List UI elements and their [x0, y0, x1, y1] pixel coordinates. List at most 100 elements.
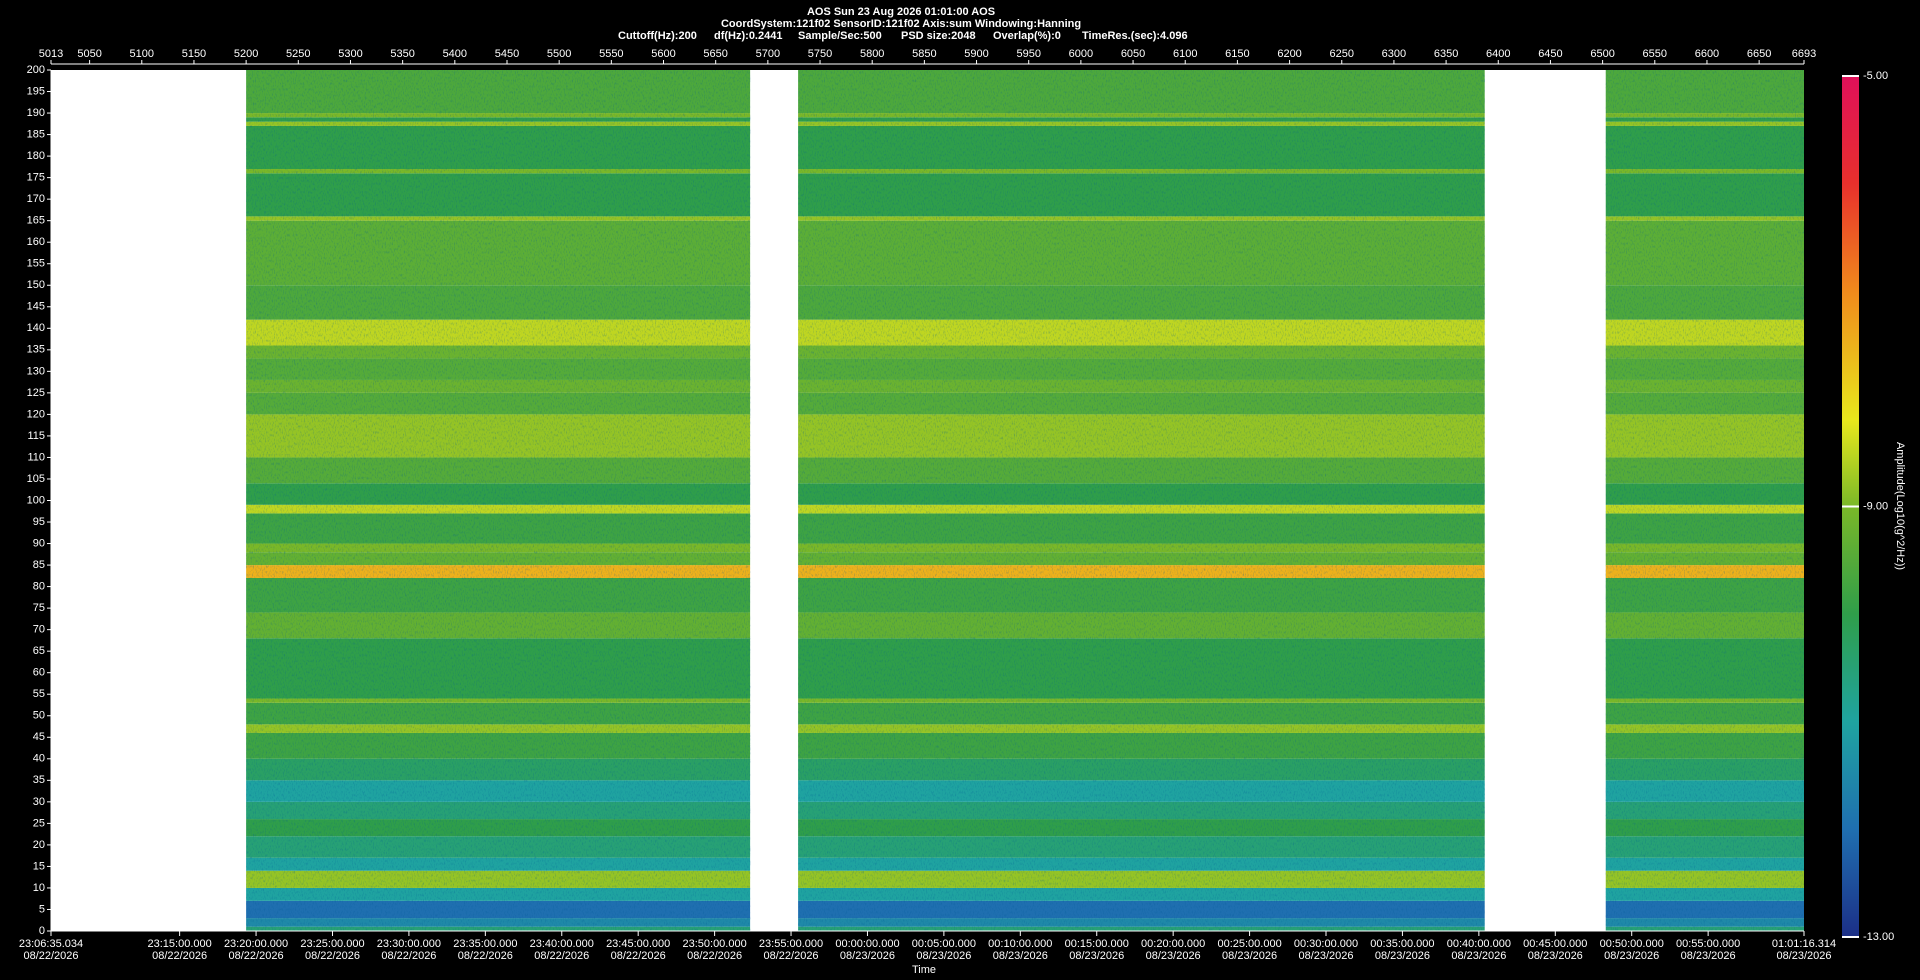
colorbar-tick-label: -13.00	[1863, 931, 1894, 943]
texture	[798, 70, 1485, 931]
x2-tick-date: 08/23/2026	[1146, 950, 1201, 962]
colorbar-label: Amplitude(Log10(g^2/Hz))	[1894, 442, 1906, 570]
y-tick-label: 55	[33, 688, 45, 700]
x2-tick-date: 08/22/2026	[152, 950, 207, 962]
param: TimeRes.(sec):4.096	[1082, 30, 1188, 42]
y-tick-label: 180	[27, 150, 45, 162]
chart-title: AOS Sun 23 Aug 2026 01:01:00 AOS	[807, 6, 995, 18]
x-tick-label: 5400	[443, 48, 467, 60]
y-tick-label: 80	[33, 581, 45, 593]
y-tick-label: 35	[33, 774, 45, 786]
x-tick-label: 5700	[756, 48, 780, 60]
x2-tick-label: 00:20:00.000	[1141, 938, 1205, 950]
y-tick-label: 125	[27, 387, 45, 399]
x-tick-label: 5750	[808, 48, 832, 60]
x2-tick-date: 08/23/2026	[1681, 950, 1736, 962]
chart-subtitle: CoordSystem:121f02 SensorID:121f02 Axis:…	[721, 18, 1081, 30]
param: PSD size:2048	[901, 30, 976, 42]
x2-tick-date: 08/22/2026	[687, 950, 742, 962]
y-tick-label: 15	[33, 860, 45, 872]
x-tick-label: 6600	[1695, 48, 1719, 60]
y-tick-label: 95	[33, 516, 45, 528]
x-tick-label: 5300	[338, 48, 362, 60]
x2-tick-date: 08/23/2026	[1451, 950, 1506, 962]
x2-tick-date: 08/22/2026	[764, 950, 819, 962]
y-tick-label: 25	[33, 817, 45, 829]
x-tick-label: 6350	[1434, 48, 1458, 60]
x2-tick-label: 00:40:00.000	[1447, 938, 1511, 950]
y-tick-label: 135	[27, 344, 45, 356]
y-tick-label: 30	[33, 796, 45, 808]
x2-tick-label: 23:15:00.000	[148, 938, 212, 950]
y-tick-label: 100	[27, 494, 45, 506]
x2-tick-date: 08/23/2026	[1069, 950, 1124, 962]
y-tick-label: 40	[33, 753, 45, 765]
x2-tick-date: 08/22/2026	[611, 950, 666, 962]
y-tick-label: 150	[27, 279, 45, 291]
x-tick-label: 6000	[1069, 48, 1093, 60]
x-tick-label: 5500	[547, 48, 571, 60]
x-tick-label: 6250	[1330, 48, 1354, 60]
y-tick-label: 195	[27, 85, 45, 97]
y-tick-label: 60	[33, 667, 45, 679]
y-tick-label: 120	[27, 408, 45, 420]
x2-tick-label: 23:06:35.034	[19, 938, 83, 950]
x2-tick-label: 00:45:00.000	[1523, 938, 1587, 950]
x-tick-label: 6450	[1538, 48, 1562, 60]
x2-tick-label: 00:50:00.000	[1600, 938, 1664, 950]
x2-tick-label: 01:01:16.314	[1772, 938, 1836, 950]
y-tick-label: 110	[27, 451, 45, 463]
x-tick-label: 5150	[182, 48, 206, 60]
y-tick-label: 130	[27, 365, 45, 377]
param: Sample/Sec:500	[798, 30, 882, 42]
x2-tick-label: 00:05:00.000	[912, 938, 976, 950]
x-tick-label: 5450	[495, 48, 519, 60]
y-tick-label: 70	[33, 624, 45, 636]
y-tick-label: 175	[27, 172, 45, 184]
x2-tick-label: 00:15:00.000	[1065, 938, 1129, 950]
x-tick-label: 5013	[39, 48, 63, 60]
x2-tick-label: 23:45:00.000	[606, 938, 670, 950]
y-tick-label: 20	[33, 839, 45, 851]
x-tick-label: 6500	[1590, 48, 1614, 60]
x2-tick-date: 08/23/2026	[1375, 950, 1430, 962]
y-tick-label: 45	[33, 731, 45, 743]
x-axis-label: Time	[912, 964, 936, 976]
x2-tick-date: 08/23/2026	[916, 950, 971, 962]
y-tick-label: 185	[27, 128, 45, 140]
x-tick-label: 5850	[912, 48, 936, 60]
param: Overlap(%):0	[993, 30, 1061, 42]
texture	[246, 70, 751, 931]
param: df(Hz):0.2441	[714, 30, 782, 42]
y-tick-label: 50	[33, 710, 45, 722]
y-tick-label: 0	[39, 925, 45, 937]
x2-tick-date: 08/22/2026	[381, 950, 436, 962]
y-tick-label: 170	[27, 193, 45, 205]
x2-tick-date: 08/23/2026	[1776, 950, 1831, 962]
y-tick-label: 155	[27, 258, 45, 270]
x2-tick-date: 08/23/2026	[1222, 950, 1277, 962]
x2-tick-label: 23:25:00.000	[300, 938, 364, 950]
colorbar-tick-label: -5.00	[1863, 70, 1888, 82]
x2-tick-date: 08/22/2026	[23, 950, 78, 962]
y-tick-label: 65	[33, 645, 45, 657]
param: Cuttoff(Hz):200	[618, 30, 697, 42]
x2-tick-date: 08/23/2026	[1528, 950, 1583, 962]
y-tick-label: 160	[27, 236, 45, 248]
x-tick-label: 5050	[77, 48, 101, 60]
x-tick-label: 5600	[651, 48, 675, 60]
x-tick-label: 5800	[860, 48, 884, 60]
x-tick-label: 5250	[286, 48, 310, 60]
x2-tick-date: 08/23/2026	[1298, 950, 1353, 962]
x-tick-label: 6200	[1277, 48, 1301, 60]
x-tick-label: 6150	[1225, 48, 1249, 60]
x-tick-label: 5100	[130, 48, 154, 60]
colorbar-tick-label: -9.00	[1863, 500, 1888, 512]
x-tick-label: 6100	[1173, 48, 1197, 60]
y-tick-label: 140	[27, 322, 45, 334]
x-tick-label: 6650	[1747, 48, 1771, 60]
y-tick-label: 90	[33, 537, 45, 549]
y-tick-label: 165	[27, 215, 45, 227]
x2-tick-label: 23:50:00.000	[682, 938, 746, 950]
